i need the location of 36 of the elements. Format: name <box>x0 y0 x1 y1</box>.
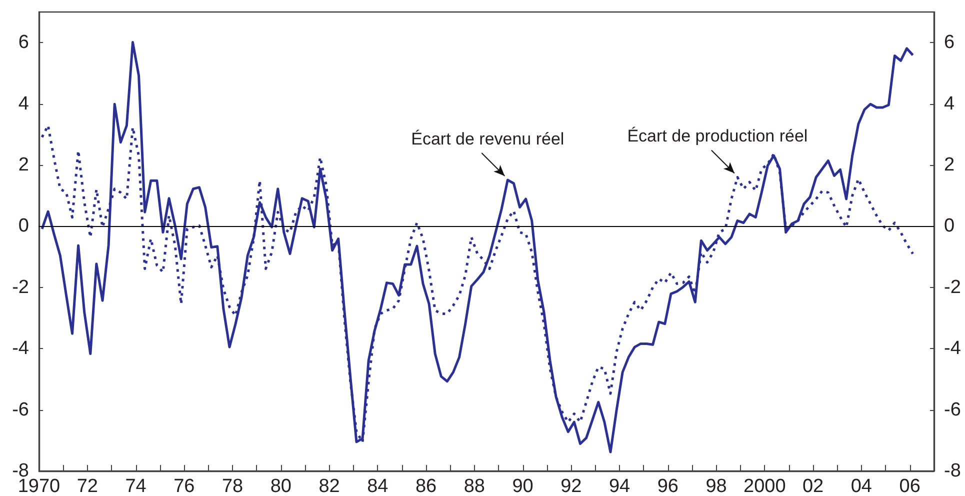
y-tick-label: 2 <box>18 154 29 176</box>
y2-tick-label: 0 <box>944 216 955 237</box>
x-tick-label: 78 <box>222 476 244 496</box>
y-tick-label: 6 <box>18 32 29 54</box>
y2-tick-label: -4 <box>944 338 962 360</box>
x-tick-label: 98 <box>706 476 727 496</box>
x-tick-label: 72 <box>76 476 98 496</box>
y2-tick-label: -2 <box>944 276 961 298</box>
x-tick-label: 96 <box>657 476 678 496</box>
y-tick-label: 4 <box>18 93 30 114</box>
x-tick-label: 04 <box>850 476 872 496</box>
y-tick-label: -6 <box>12 399 29 420</box>
x-tick-label: 88 <box>464 476 485 496</box>
x-tick-label: 90 <box>512 476 534 496</box>
y2-tick-label: -6 <box>944 399 961 420</box>
line-series <box>40 41 914 454</box>
y2-tick-label: -8 <box>944 460 961 482</box>
x-tick-label: 76 <box>174 476 195 496</box>
annotation: Écart de revenu réel <box>411 129 564 148</box>
y2-tick-label: 2 <box>944 154 955 176</box>
x-tick-label: 92 <box>560 476 582 496</box>
y2-tick-label: 6 <box>944 32 955 54</box>
x-tick-label: 80 <box>270 476 292 496</box>
y-tick-label: -2 <box>12 276 29 298</box>
y-tick-label: -4 <box>12 338 30 360</box>
y-tick-label: 0 <box>18 216 29 237</box>
y2-tick-label: 4 <box>944 93 955 114</box>
x-tick-label: 82 <box>318 476 340 496</box>
x-tick-label: 94 <box>608 476 631 496</box>
x-tick-label: 02 <box>802 476 824 496</box>
x-tick-label: 86 <box>415 476 437 496</box>
annotation: Écart de production réel <box>627 126 808 146</box>
x-tick-label: 84 <box>367 476 389 496</box>
x-tick-label: 06 <box>899 476 920 496</box>
x-tick-label: 2000 <box>744 476 786 496</box>
x-tick-label: 74 <box>125 476 147 496</box>
